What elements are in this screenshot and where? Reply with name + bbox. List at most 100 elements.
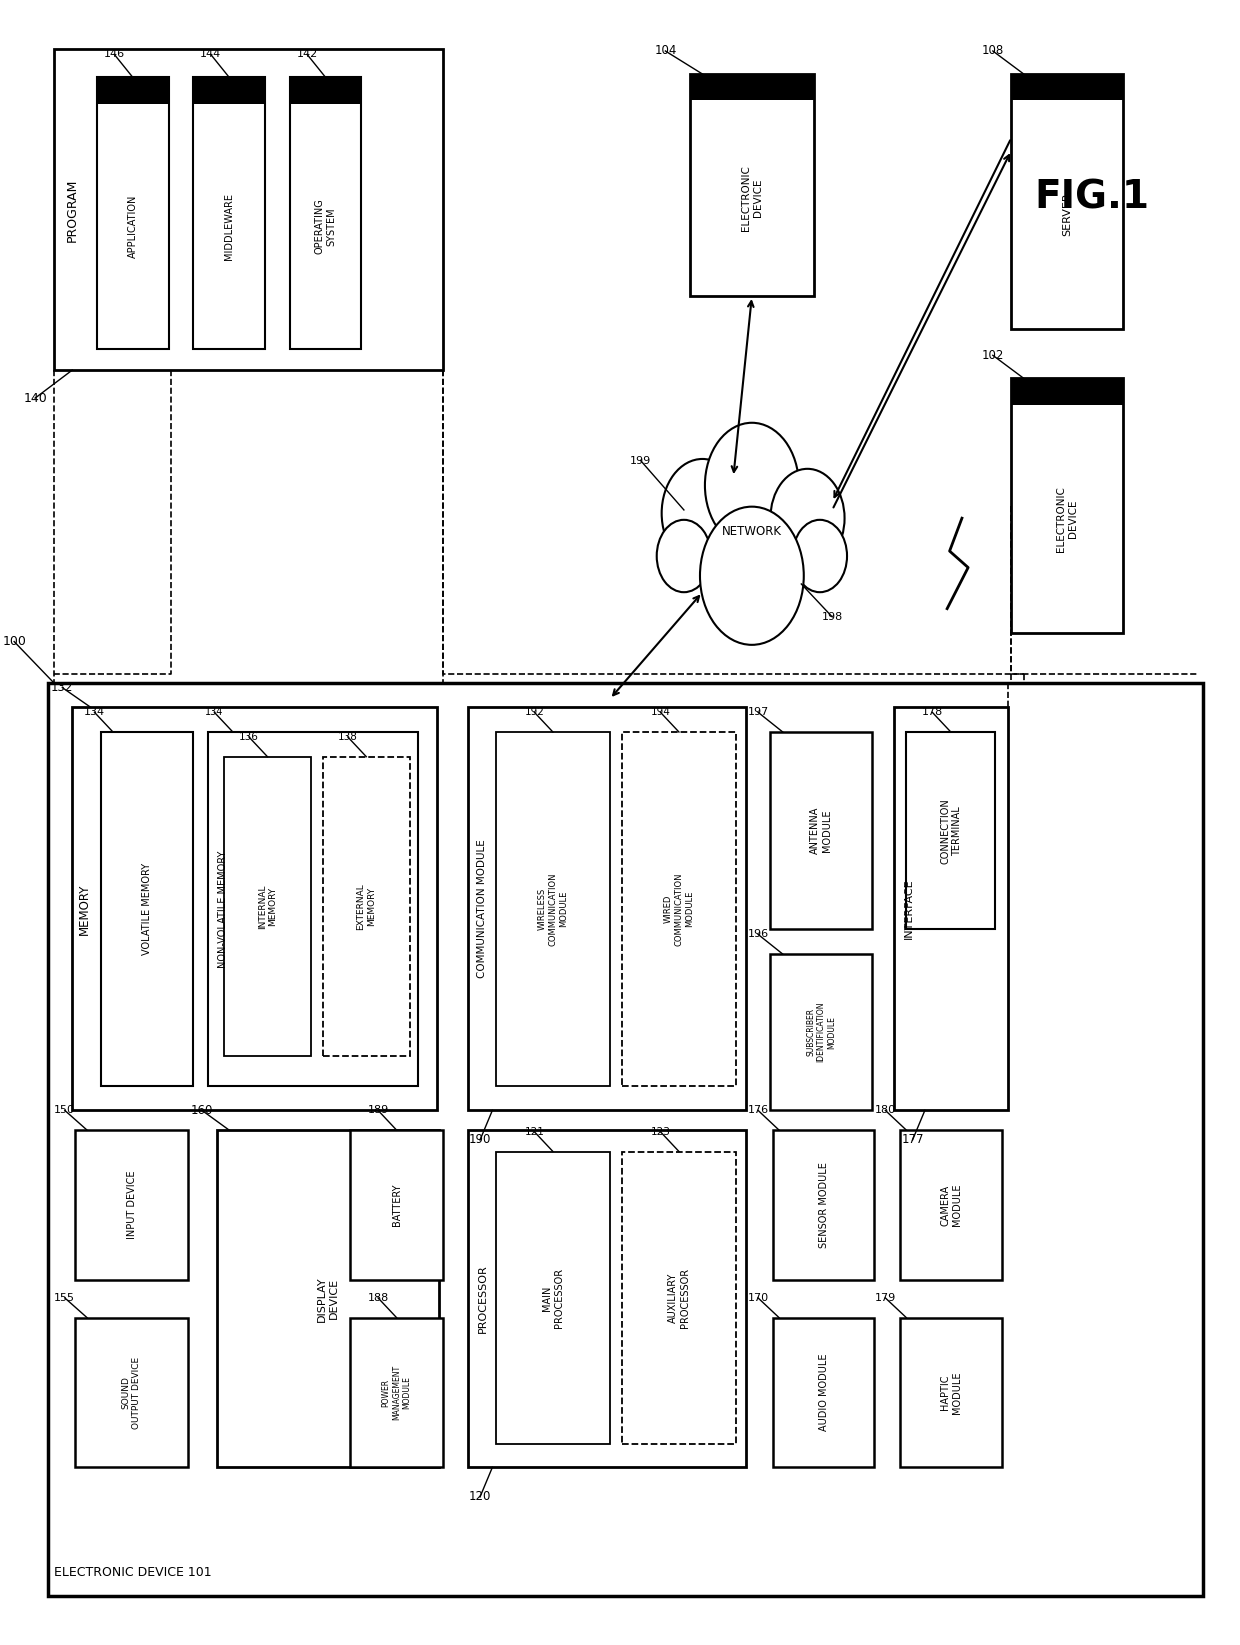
Text: ANTENNA
MODULE: ANTENNA MODULE xyxy=(810,808,832,854)
Text: DISPLAY
DEVICE: DISPLAY DEVICE xyxy=(317,1277,339,1321)
Text: INTERNAL
MEMORY: INTERNAL MEMORY xyxy=(258,883,278,929)
Text: ELECTRONIC DEVICE 101: ELECTRONIC DEVICE 101 xyxy=(53,1566,211,1579)
Text: 199: 199 xyxy=(630,456,651,466)
FancyBboxPatch shape xyxy=(622,1152,735,1444)
Text: INTERFACE: INTERFACE xyxy=(904,878,914,939)
Text: MAIN
PROCESSOR: MAIN PROCESSOR xyxy=(542,1268,564,1328)
Text: 189: 189 xyxy=(367,1105,388,1115)
Text: MIDDLEWARE: MIDDLEWARE xyxy=(224,192,234,260)
Text: 155: 155 xyxy=(55,1293,76,1303)
FancyBboxPatch shape xyxy=(350,1130,443,1280)
Text: EXTERNAL
MEMORY: EXTERNAL MEMORY xyxy=(357,883,376,929)
Text: 188: 188 xyxy=(367,1293,388,1303)
Circle shape xyxy=(662,459,743,568)
Text: 179: 179 xyxy=(874,1293,897,1303)
Circle shape xyxy=(770,469,844,568)
Text: 178: 178 xyxy=(921,707,942,717)
FancyBboxPatch shape xyxy=(74,1130,188,1280)
Text: 142: 142 xyxy=(296,49,317,59)
FancyBboxPatch shape xyxy=(691,74,813,100)
Text: 144: 144 xyxy=(200,49,221,59)
Circle shape xyxy=(704,423,799,548)
FancyBboxPatch shape xyxy=(208,732,418,1086)
Text: 140: 140 xyxy=(24,392,47,405)
FancyBboxPatch shape xyxy=(496,1152,610,1444)
FancyBboxPatch shape xyxy=(894,707,1008,1110)
FancyBboxPatch shape xyxy=(53,49,443,370)
FancyBboxPatch shape xyxy=(691,74,813,296)
FancyBboxPatch shape xyxy=(1012,74,1122,100)
Text: SUBSCRIBER
IDENTIFICATION
MODULE: SUBSCRIBER IDENTIFICATION MODULE xyxy=(806,1002,836,1063)
Text: 123: 123 xyxy=(651,1127,671,1137)
Text: AUXILIARY
PROCESSOR: AUXILIARY PROCESSOR xyxy=(668,1268,689,1328)
FancyBboxPatch shape xyxy=(467,707,745,1110)
Text: 132: 132 xyxy=(51,681,73,694)
FancyBboxPatch shape xyxy=(290,77,361,349)
Text: 190: 190 xyxy=(469,1133,491,1147)
Circle shape xyxy=(792,520,847,592)
FancyBboxPatch shape xyxy=(224,757,311,1056)
Text: SOUND
OUTPUT DEVICE: SOUND OUTPUT DEVICE xyxy=(122,1357,141,1428)
FancyBboxPatch shape xyxy=(467,1130,745,1467)
Circle shape xyxy=(699,507,804,645)
Text: 100: 100 xyxy=(2,635,26,648)
FancyBboxPatch shape xyxy=(773,1130,874,1280)
Text: ELECTRONIC
DEVICE: ELECTRONIC DEVICE xyxy=(1056,485,1078,553)
FancyBboxPatch shape xyxy=(324,757,409,1056)
Text: 176: 176 xyxy=(748,1105,769,1115)
Text: 180: 180 xyxy=(874,1105,897,1115)
Text: CAMERA
MODULE: CAMERA MODULE xyxy=(940,1184,962,1226)
Text: 196: 196 xyxy=(748,929,769,939)
Text: 194: 194 xyxy=(651,707,671,717)
Text: APPLICATION: APPLICATION xyxy=(128,194,138,258)
Text: AUDIO MODULE: AUDIO MODULE xyxy=(818,1354,828,1431)
Text: INPUT DEVICE: INPUT DEVICE xyxy=(126,1171,136,1239)
Text: VOLATILE MEMORY: VOLATILE MEMORY xyxy=(141,862,153,956)
Text: WIRED
COMMUNICATION
MODULE: WIRED COMMUNICATION MODULE xyxy=(665,872,694,946)
Text: 170: 170 xyxy=(748,1293,769,1303)
FancyBboxPatch shape xyxy=(350,1318,443,1467)
Text: 102: 102 xyxy=(982,349,1004,362)
FancyBboxPatch shape xyxy=(1012,378,1122,633)
Text: OPERATING
SYSTEM: OPERATING SYSTEM xyxy=(315,199,336,253)
FancyBboxPatch shape xyxy=(47,683,1203,1596)
Text: SERVER: SERVER xyxy=(1061,192,1073,237)
Text: 121: 121 xyxy=(525,1127,544,1137)
Text: SENSOR MODULE: SENSOR MODULE xyxy=(818,1161,828,1249)
Text: PROCESSOR: PROCESSOR xyxy=(477,1265,487,1332)
FancyBboxPatch shape xyxy=(217,1130,439,1467)
FancyBboxPatch shape xyxy=(906,732,996,929)
FancyBboxPatch shape xyxy=(72,707,436,1110)
Text: 197: 197 xyxy=(748,707,769,717)
Text: 177: 177 xyxy=(901,1133,924,1147)
Text: 192: 192 xyxy=(525,707,544,717)
FancyBboxPatch shape xyxy=(97,77,169,349)
FancyBboxPatch shape xyxy=(290,77,361,104)
Text: 198: 198 xyxy=(822,612,843,622)
Text: 150: 150 xyxy=(55,1105,76,1115)
FancyBboxPatch shape xyxy=(770,732,872,929)
Text: 146: 146 xyxy=(104,49,125,59)
Text: POWER
MANAGEMENT
MODULE: POWER MANAGEMENT MODULE xyxy=(382,1365,412,1420)
Text: NON-VOLATILE MEMORY: NON-VOLATILE MEMORY xyxy=(218,850,228,967)
Text: BATTERY: BATTERY xyxy=(392,1184,402,1226)
Text: 108: 108 xyxy=(982,44,1004,58)
FancyBboxPatch shape xyxy=(622,732,735,1086)
Text: MEMORY: MEMORY xyxy=(78,883,91,934)
Text: 120: 120 xyxy=(469,1490,491,1504)
Text: 134: 134 xyxy=(84,707,105,717)
Circle shape xyxy=(657,520,711,592)
FancyBboxPatch shape xyxy=(1012,74,1122,329)
FancyBboxPatch shape xyxy=(900,1130,1002,1280)
Text: 136: 136 xyxy=(239,732,259,742)
FancyBboxPatch shape xyxy=(74,1318,188,1467)
FancyBboxPatch shape xyxy=(193,77,265,349)
Text: ELECTRONIC
DEVICE: ELECTRONIC DEVICE xyxy=(742,164,763,232)
FancyBboxPatch shape xyxy=(496,732,610,1086)
FancyBboxPatch shape xyxy=(770,954,872,1110)
Text: 134: 134 xyxy=(205,707,223,717)
FancyBboxPatch shape xyxy=(1012,378,1122,405)
Text: NETWORK: NETWORK xyxy=(722,525,782,538)
Text: 160: 160 xyxy=(191,1104,213,1117)
Text: 104: 104 xyxy=(655,44,677,58)
